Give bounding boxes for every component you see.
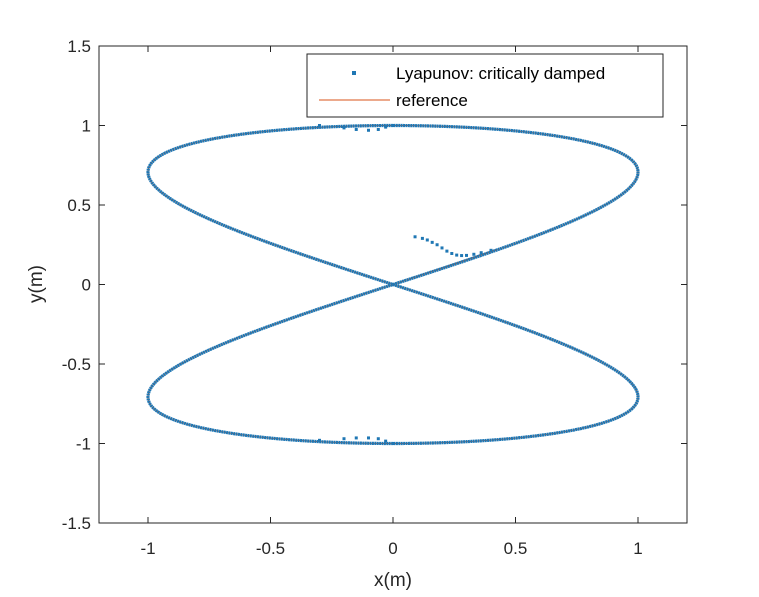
x-tick-label: -1 [140, 539, 155, 558]
y-tick-label: -1 [76, 435, 91, 454]
x-tick-label: 0 [388, 539, 397, 558]
y-tick-label: -0.5 [62, 355, 91, 374]
lyapunov-trajectory [146, 123, 640, 446]
lyapunov-bottom-wiggle-point [391, 442, 395, 445]
y-tick-label: 1.5 [67, 37, 91, 56]
lyapunov-transient-point [455, 253, 459, 257]
legend-label-reference: reference [396, 91, 468, 110]
lyapunov-top-wiggle-point [354, 127, 358, 131]
lyapunov-transient-point [445, 249, 449, 253]
legend-label-lyapunov: Lyapunov: critically damped [396, 64, 605, 83]
lyapunov-top-wiggle-point [318, 124, 321, 127]
y-tick-label: 0.5 [67, 196, 91, 215]
y-axis-label: y(m) [26, 265, 47, 303]
lyapunov-transient-point [435, 243, 439, 247]
lyapunov-transient-point [489, 248, 493, 252]
lyapunov-transient-point [430, 240, 434, 244]
lyapunov-transient-point [460, 254, 464, 258]
y-tick-labels: -1.5 -1 -0.5 0 0.5 1 1.5 [62, 37, 91, 533]
lyapunov-transient-point [472, 252, 476, 256]
lyapunov-transient-point [420, 236, 424, 240]
lyapunov-top-wiggle-point [384, 125, 388, 129]
lyapunov-top-wiggle-point [367, 128, 370, 132]
x-tick-label: -0.5 [256, 539, 285, 558]
x-axis-label: x(m) [374, 570, 412, 591]
lyapunov-bottom-wiggle-point [354, 436, 358, 440]
lyapunov-bottom-wiggle-point [367, 436, 370, 440]
lyapunov-transient-point [425, 238, 429, 242]
x-tick-label: 0.5 [504, 539, 528, 558]
lyapunov-transient-point [479, 251, 483, 255]
lyapunov-bottom-wiggle-point [318, 438, 321, 442]
lyapunov-bottom-wiggle-point [342, 437, 346, 441]
y-tick-label: 1 [82, 117, 91, 136]
lyapunov-transient-point [465, 253, 468, 257]
lyapunov-top-wiggle-point [376, 127, 380, 131]
lyapunov-transient-point [413, 235, 417, 239]
lyapunov-bottom-wiggle-point [384, 439, 388, 443]
lyapunov-bottom-wiggle-point [376, 437, 380, 441]
legend-marker-lyapunov [352, 71, 356, 75]
axis-ticks [99, 45, 687, 524]
legend: Lyapunov: critically damped reference [306, 53, 664, 118]
y-tick-label: 0 [82, 276, 91, 295]
y-tick-label: -1.5 [62, 514, 91, 533]
lyapunov-series [146, 123, 640, 446]
lyapunov-transient-point [440, 246, 444, 250]
lyapunov-top-wiggle-point [391, 124, 395, 127]
x-tick-label: 1 [633, 539, 642, 558]
x-tick-labels: -1 -0.5 0 0.5 1 [140, 539, 642, 558]
lyapunov-transient-point [450, 251, 454, 255]
lyapunov-top-wiggle-point [342, 126, 346, 130]
legend-box [306, 53, 664, 118]
